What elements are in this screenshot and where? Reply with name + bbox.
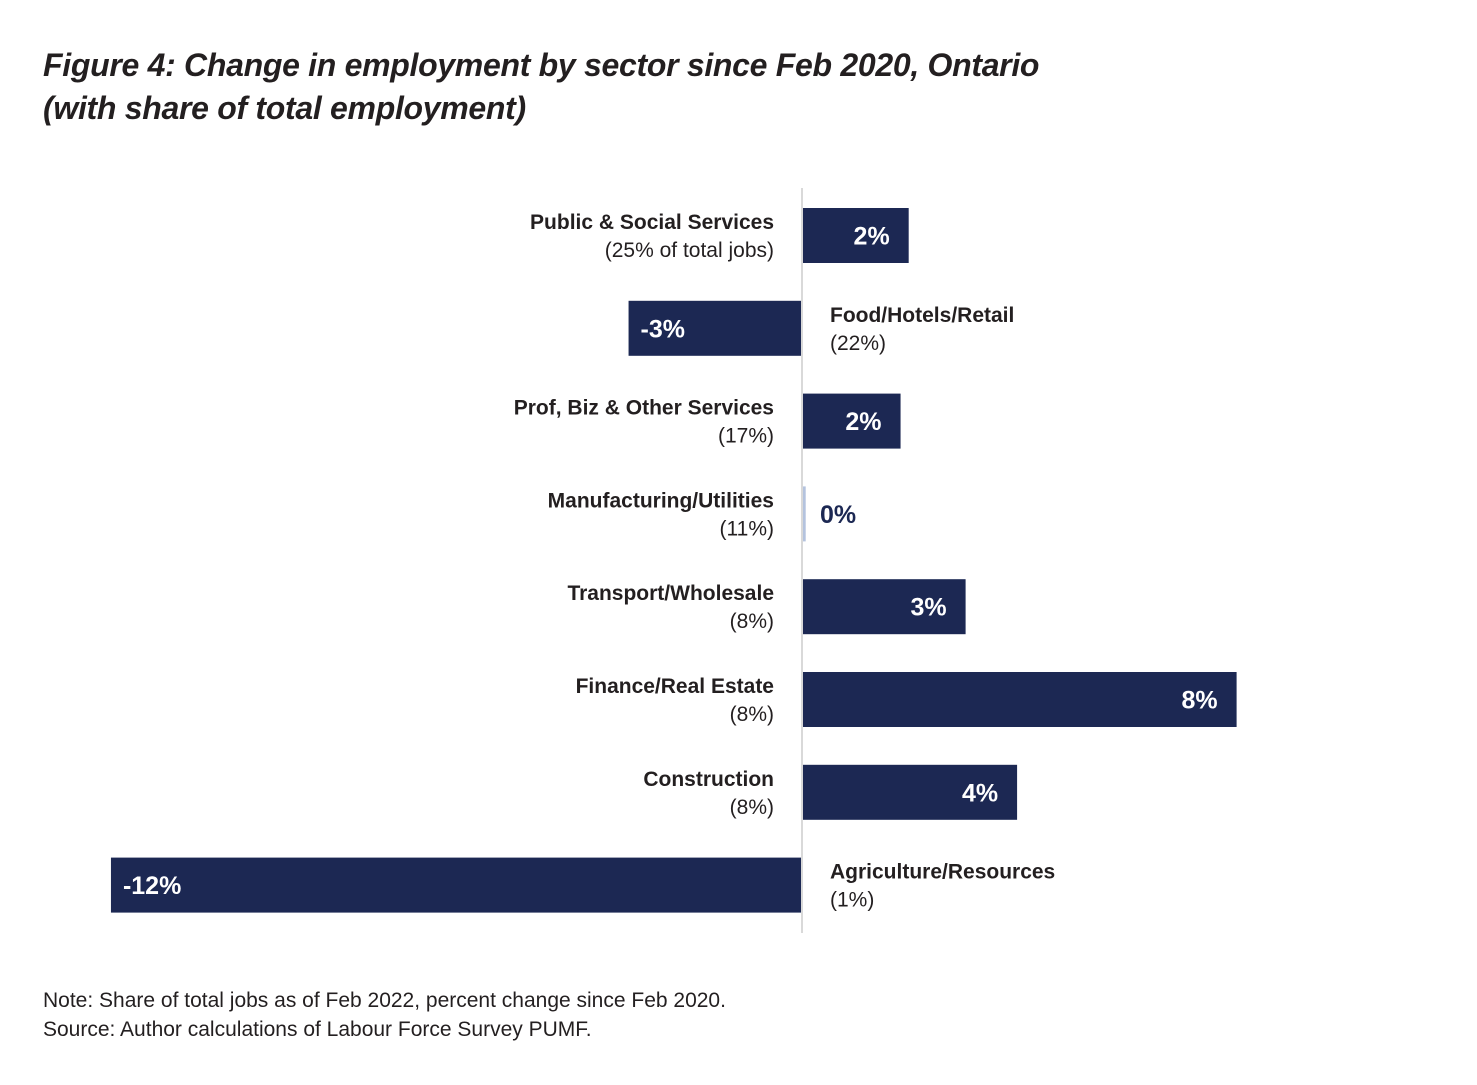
category-share-3: (11%) [720,517,774,540]
category-label-1: Food/Hotels/Retail [830,304,1014,327]
data-label-6: 4% [962,779,998,807]
data-label-5: 8% [1181,687,1217,715]
category-label-6: Construction [643,768,774,791]
category-label-2: Prof, Biz & Other Services [514,397,774,420]
footer-note: Note: Share of total jobs as of Feb 2022… [43,989,726,1012]
bar-7 [110,857,802,913]
bar-1 [628,300,802,356]
chart-title-line-1: Figure 4: Change in employment by sector… [43,47,1040,83]
category-share-4: (8%) [730,610,774,633]
category-share-6: (8%) [730,796,774,819]
data-label-1: -3% [641,315,685,343]
bar-3 [803,486,806,542]
category-label-4: Transport/Wholesale [567,582,774,605]
category-share-7: (1%) [830,889,874,912]
category-label-0: Public & Social Services [530,211,774,234]
bar-6 [803,764,1018,820]
bar-5 [803,672,1237,727]
category-share-0: (25% of total jobs) [605,239,774,262]
data-label-4: 3% [910,594,946,622]
category-share-2: (17%) [718,425,774,448]
data-label-7: -12% [123,872,181,900]
bar-4 [803,579,966,635]
category-label-7: Agriculture/Resources [830,861,1055,884]
category-label-5: Finance/Real Estate [576,675,774,698]
data-label-3: 0% [820,501,856,529]
bar-2 [803,393,901,449]
data-label-2: 2% [845,408,881,436]
bars-layer [110,208,1237,913]
category-label-3: Manufacturing/Utilities [548,489,774,512]
bar-0 [803,208,909,263]
chart-title: Figure 4: Change in employment by sector… [43,44,1039,130]
chart-title-line-2: (with share of total employment) [43,90,526,126]
labels-layer: 2% Public & Social Services (25% of total … [123,211,1218,912]
data-label-0: 2% [854,223,890,251]
footer-source: Source: Author calculations of Labour Fo… [43,1018,592,1041]
category-share-1: (22%) [830,332,886,355]
chart-footer: Note: Share of total jobs as of Feb 2022… [43,986,726,1044]
category-share-5: (8%) [730,703,774,726]
